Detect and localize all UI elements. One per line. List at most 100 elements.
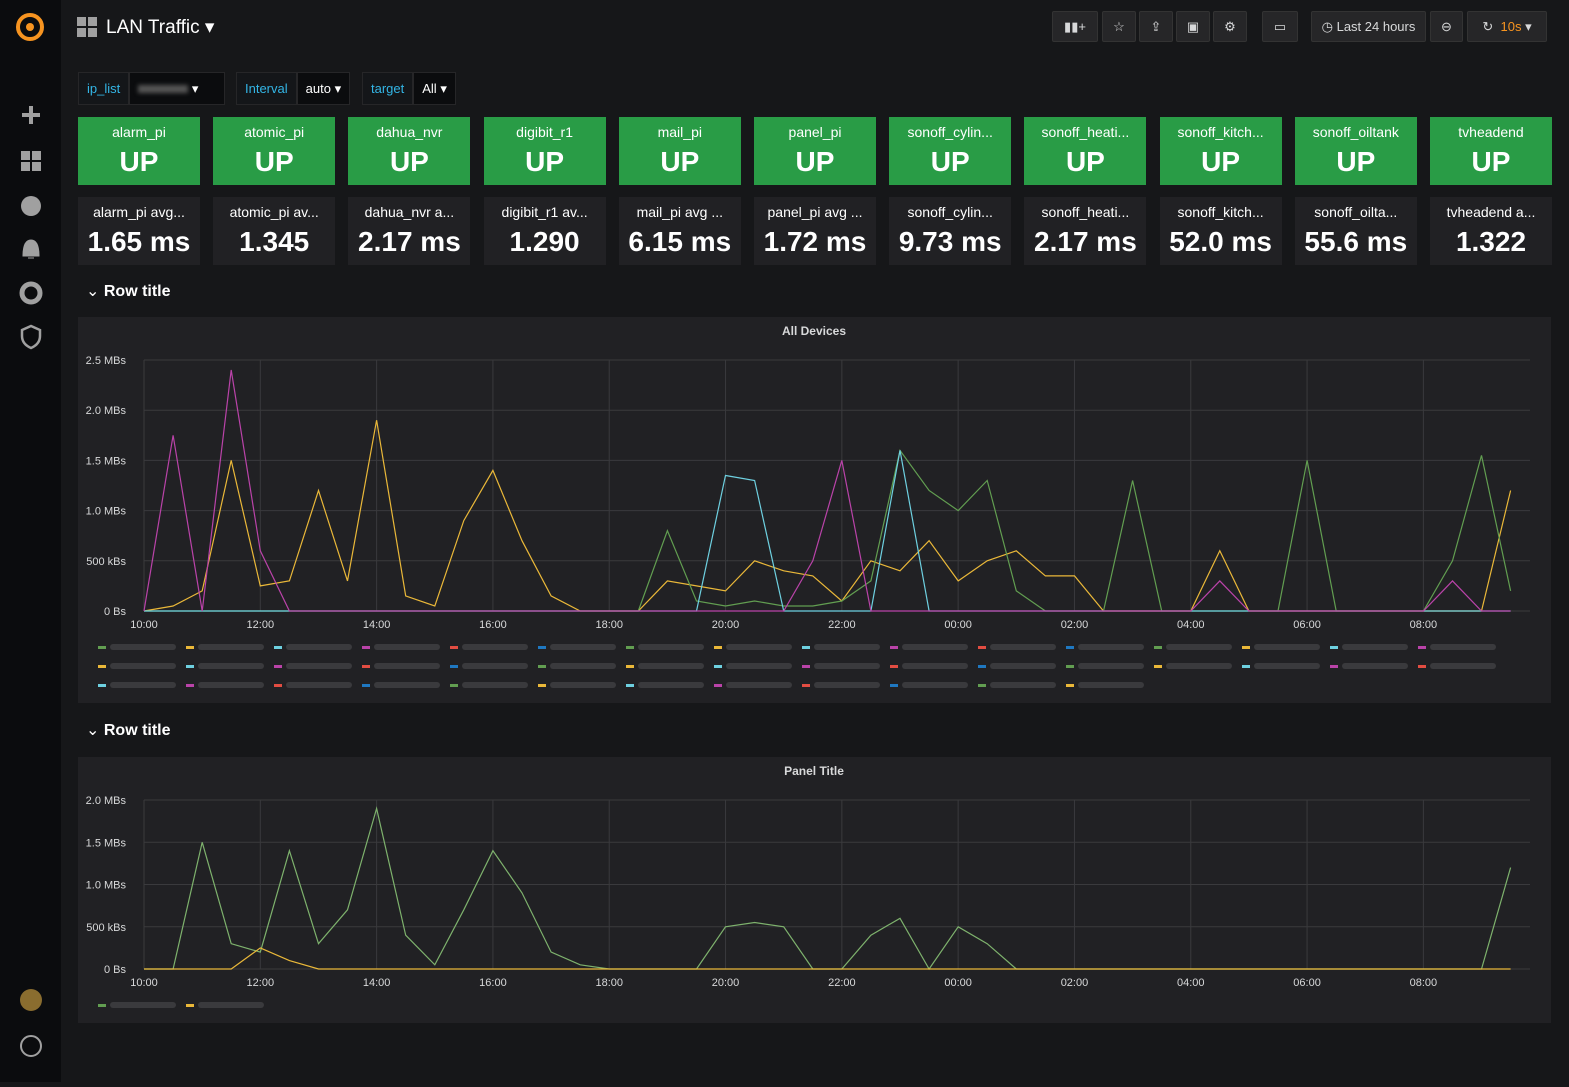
save[interactable]: ▣ [1176, 11, 1210, 42]
x-tick-label: 16:00 [479, 619, 507, 631]
legend-placeholder [1066, 684, 1074, 687]
title-text: LAN Traffic [106, 17, 200, 38]
avatar[interactable] [20, 989, 42, 1011]
legend-placeholder [186, 646, 194, 649]
legend-placeholder [1166, 663, 1232, 669]
legend-placeholder [990, 644, 1056, 650]
stat-value: UP [525, 146, 565, 177]
config-icon[interactable] [19, 281, 43, 305]
y-tick-label: 500 kBs [86, 922, 126, 934]
legend-placeholder [978, 665, 986, 668]
legend-placeholder [1166, 644, 1232, 650]
legend-placeholder [726, 663, 792, 669]
legend-placeholder [550, 682, 616, 688]
add-panel[interactable]: ▮▮+ [1052, 11, 1098, 42]
stat-title: digibit_r1 [516, 124, 573, 140]
row-header[interactable]: ⌄ Row title [86, 283, 171, 300]
time-picker[interactable]: ◷ Last 24 hours [1311, 11, 1426, 42]
stat-value: UP [930, 146, 970, 177]
variable[interactable]: target All ▾ [362, 72, 456, 105]
x-tick-label: 08:00 [1410, 977, 1438, 989]
stat-value: 55.6 ms [1304, 226, 1408, 257]
dashboards-icon[interactable] [21, 151, 41, 171]
stat-title: tvheadend a... [1446, 204, 1536, 220]
legend-placeholder [274, 665, 282, 668]
x-tick-label: 02:00 [1061, 977, 1089, 989]
legend-placeholder [902, 644, 968, 650]
star[interactable]: ☆ [1102, 11, 1136, 42]
legend-placeholder [902, 682, 968, 688]
x-tick-label: 10:00 [130, 977, 158, 989]
stat-value: 2.17 ms [1034, 226, 1137, 257]
settings[interactable]: ⚙ [1213, 11, 1247, 42]
value-text: All [422, 81, 437, 96]
legend-placeholder [1418, 665, 1426, 668]
stat-title: sonoff_cylin... [907, 124, 993, 140]
refresh[interactable]: ↻ 10s ▾ [1467, 11, 1547, 42]
stat-panel: alarm_pi UP [78, 117, 200, 185]
create-icon[interactable] [22, 106, 40, 124]
legend-placeholder [726, 644, 792, 650]
x-tick-label: 06:00 [1293, 619, 1321, 631]
stat-value: UP [660, 146, 700, 177]
x-tick-label: 06:00 [1293, 977, 1321, 989]
x-tick-label: 14:00 [363, 977, 391, 989]
legend-placeholder [714, 684, 722, 687]
variable-label: Interval [236, 72, 297, 105]
stat-panel: sonoff_cylin... UP [889, 117, 1012, 185]
legend-placeholder [638, 644, 704, 650]
legend-placeholder [550, 663, 616, 669]
stat-title: sonoff_kitch... [1177, 204, 1264, 220]
admin-icon[interactable] [20, 324, 42, 350]
legend-placeholder [1066, 665, 1074, 668]
share[interactable]: ⇪ [1139, 11, 1173, 42]
x-tick-label: 00:00 [944, 619, 972, 631]
x-tick-label: 20:00 [712, 977, 740, 989]
stat-panel: dahua_nvr a... 2.17 ms [348, 197, 471, 265]
legend-placeholder [274, 684, 282, 687]
variable[interactable]: ip_list ▾ [78, 72, 226, 105]
x-tick-label: 04:00 [1177, 619, 1205, 631]
legend-placeholder [626, 646, 634, 649]
stat-title: panel_pi avg ... [767, 204, 863, 220]
logo[interactable] [16, 13, 44, 41]
sidebar-icons [16, 13, 44, 1057]
y-tick-label: 1.0 MBs [86, 880, 127, 892]
stat-title: dahua_nvr [376, 124, 443, 140]
legend-placeholder [462, 682, 528, 688]
stat-panel: sonoff_kitch... UP [1159, 117, 1282, 185]
legend-placeholder [978, 684, 986, 687]
legend-placeholder [714, 665, 722, 668]
legend-placeholder [626, 684, 634, 687]
legend-placeholder [274, 646, 282, 649]
time-range: Last 24 hours [1336, 19, 1416, 34]
row-header[interactable]: ⌄ Row title [86, 722, 171, 739]
alerting-icon[interactable] [22, 239, 40, 259]
zoom-out[interactable]: ⊖ [1430, 11, 1463, 42]
stat-panel: sonoff_oiltank UP [1294, 117, 1417, 185]
legend-placeholder [110, 663, 176, 669]
legend-placeholder [538, 665, 546, 668]
stat-panel: sonoff_cylin... 9.73 ms [889, 197, 1012, 265]
stat-value: 1.322 [1455, 226, 1527, 257]
y-tick-label: 1.0 MBs [86, 506, 127, 518]
legend-placeholder [1078, 663, 1144, 669]
tv-mode[interactable]: ▭ [1262, 11, 1298, 42]
variable[interactable]: Interval auto ▾ [236, 72, 351, 105]
x-tick-label: 22:00 [828, 619, 856, 631]
x-tick-label: 12:00 [247, 977, 275, 989]
help-icon[interactable] [20, 1035, 42, 1057]
stat-panel: panel_pi avg ... 1.72 ms [754, 197, 876, 265]
x-tick-label: 10:00 [130, 619, 158, 631]
legend-placeholder [1154, 665, 1162, 668]
series-line [144, 448, 1512, 612]
refresh-interval: 10s [1500, 19, 1522, 34]
stat-value: UP [1201, 146, 1241, 177]
series-line [144, 947, 1511, 970]
explore-icon[interactable] [21, 196, 41, 216]
stat-value: UP [119, 146, 159, 177]
legend-placeholder [1342, 644, 1408, 650]
dashboard-title[interactable]: LAN Traffic ▾ [106, 17, 215, 38]
chart-title: All Devices [782, 324, 846, 338]
stat-panel: sonoff_oilta... 55.6 ms [1294, 197, 1417, 265]
